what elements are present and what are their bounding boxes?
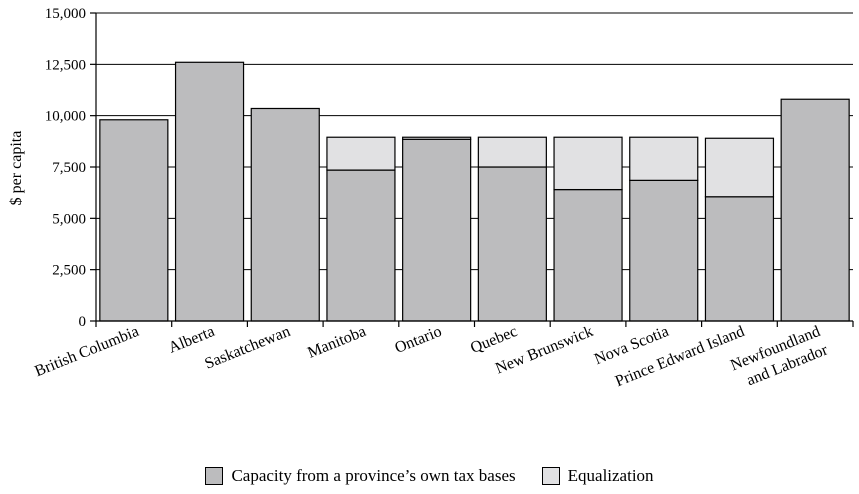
- y-tick-label: 2,500: [52, 263, 86, 279]
- bar-capacity: [326, 169, 396, 322]
- bar-equalization: [477, 136, 547, 168]
- category-label: Quebec: [468, 323, 520, 357]
- bar-capacity: [402, 138, 472, 322]
- y-tick-labels: 0 2,500 5,000 7,500 10,000 12,500 15,000: [45, 6, 86, 330]
- bar-capacity: [99, 119, 169, 322]
- axes: [90, 12, 854, 327]
- bar-capacity: [629, 179, 699, 322]
- bar-equalization: [326, 136, 396, 171]
- bar-capacity: [477, 166, 547, 322]
- y-tick-label: 12,500: [45, 57, 86, 73]
- category-label: British Columbia: [32, 323, 141, 380]
- y-axis-title: $ per capita: [8, 131, 25, 206]
- bar-capacity: [250, 107, 320, 322]
- category-label: Saskatchewan: [202, 323, 292, 373]
- legend-label-equalization: Equalization: [567, 466, 654, 485]
- y-tick-label: 7,500: [52, 160, 86, 176]
- y-tick-label: 10,000: [45, 109, 86, 125]
- legend-item-capacity: Capacity from a province’s own tax bases: [205, 466, 516, 486]
- bar-capacity: [553, 188, 623, 322]
- y-tick-label: 15,000: [45, 6, 86, 22]
- legend-swatch-capacity: [205, 467, 224, 485]
- bar-equalization: [402, 136, 472, 140]
- y-tick-label: 5,000: [52, 211, 86, 227]
- bars: [99, 61, 850, 322]
- bar-equalization: [553, 136, 623, 191]
- bar-capacity: [174, 61, 245, 322]
- category-label: Prince Edward Island: [613, 323, 747, 390]
- bar-capacity: [704, 196, 775, 322]
- bar-equalization: [629, 136, 699, 181]
- bar-equalization: [704, 137, 775, 198]
- legend-item-equalization: Equalization: [541, 466, 654, 486]
- category-label: Alberta: [166, 323, 217, 357]
- legend-swatch-equalization: [541, 467, 560, 485]
- category-label: Manitoba: [305, 323, 368, 362]
- legend-label-capacity: Capacity from a province’s own tax bases: [231, 466, 516, 485]
- y-tick-label: 0: [79, 314, 87, 330]
- category-label: Ontario: [392, 323, 444, 357]
- bar-capacity: [780, 98, 850, 322]
- legend: Capacity from a province’s own tax bases…: [0, 466, 859, 486]
